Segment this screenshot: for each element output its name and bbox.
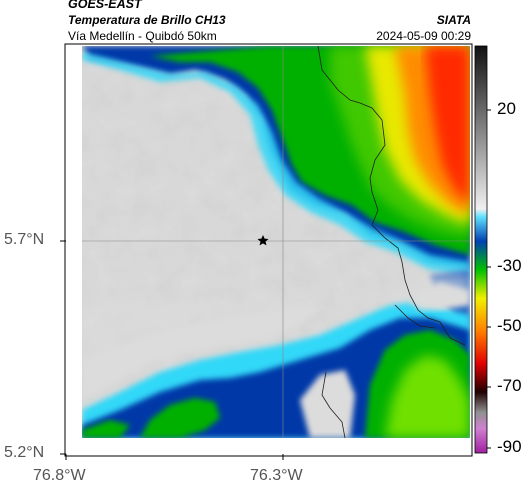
border-line-east — [317, 46, 466, 346]
colorbar-label-minus30: -30 — [497, 256, 522, 275]
yellow-green-south — [385, 355, 470, 438]
gray-blend — [82, 272, 470, 360]
colorbar-label-minus70: -70 — [497, 376, 522, 395]
cyan-halo-north — [82, 52, 470, 280]
location-star-icon — [257, 235, 269, 246]
border-line-mid — [394, 304, 436, 329]
ytick-label-2: 5.2°N — [4, 444, 45, 461]
colorbar-label-minus90: -90 — [497, 437, 522, 456]
xtick-label-2: 76.3°W — [250, 467, 303, 484]
colorbar — [474, 45, 488, 454]
green-patch-corner — [82, 420, 130, 438]
ytick-label-1: 5.7°N — [4, 231, 45, 248]
satellite-title: GOES-EAST — [68, 0, 142, 11]
border-line-south — [321, 371, 346, 438]
datetime-label: 2024-05-09 00:29 — [376, 29, 471, 43]
green-patch-southwest — [140, 398, 220, 438]
colorbar-label-20: 20 — [497, 99, 516, 118]
source-label: SIATA — [436, 13, 471, 27]
xtick-label-1: 76.8°W — [33, 467, 86, 484]
product-title: Temperatura de Brillo CH13 — [68, 13, 226, 27]
colorbar-label-minus50: -50 — [497, 316, 522, 335]
region-label: Vía Medellín - Quibdó 50km — [68, 29, 217, 43]
gray-tongue-south — [82, 305, 320, 400]
red-region — [425, 46, 470, 205]
gray-patch-east — [408, 282, 470, 310]
